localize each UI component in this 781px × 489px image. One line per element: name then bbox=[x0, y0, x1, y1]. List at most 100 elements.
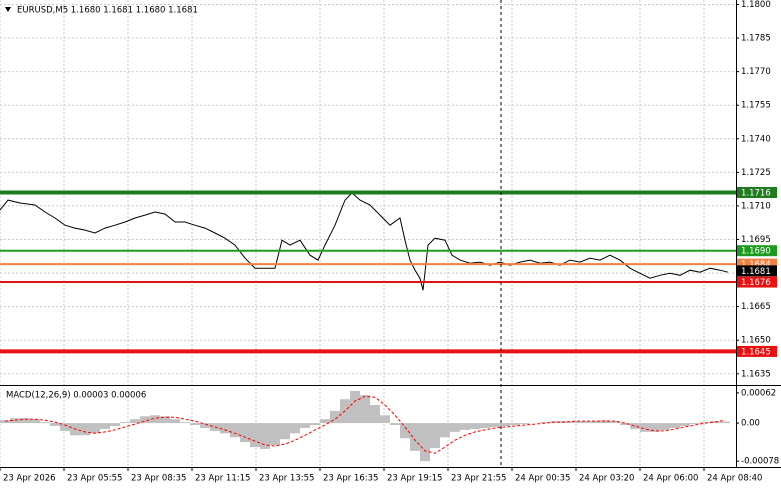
histogram-bar bbox=[20, 418, 30, 424]
histogram-bar bbox=[220, 423, 230, 434]
x-tick-label: 23 Apr 16:35 bbox=[323, 474, 378, 484]
histogram-bar bbox=[720, 421, 730, 424]
histogram-bar bbox=[640, 423, 650, 432]
histogram-bar bbox=[200, 423, 210, 428]
y-tick-label: 1.1695 bbox=[741, 235, 771, 245]
histogram-bar bbox=[480, 423, 490, 428]
histogram-bar bbox=[290, 423, 300, 434]
histogram-bar bbox=[310, 423, 320, 426]
y-tick-label: 1.1665 bbox=[741, 302, 771, 312]
level-badge bbox=[737, 345, 777, 357]
y-tick-label: 1.1785 bbox=[741, 34, 771, 44]
histogram-bar bbox=[0, 420, 10, 424]
histogram-bar bbox=[180, 422, 190, 424]
level-badge bbox=[737, 245, 777, 257]
level-badge bbox=[737, 187, 777, 198]
histogram-bar bbox=[650, 423, 660, 432]
histogram-bar bbox=[460, 423, 470, 430]
histogram-bar bbox=[380, 415, 390, 424]
histogram-bar bbox=[660, 423, 670, 430]
level-badge bbox=[737, 265, 777, 277]
histogram-bar bbox=[150, 415, 160, 424]
level-label: 1.1690 bbox=[741, 247, 771, 257]
histogram-bar bbox=[270, 423, 280, 446]
histogram-bar bbox=[80, 423, 90, 436]
histogram-bar bbox=[120, 422, 130, 424]
y-tick-label: 1.1770 bbox=[741, 67, 771, 77]
histogram-bar bbox=[410, 423, 420, 451]
x-tick-label: 24 Apr 00:35 bbox=[515, 474, 570, 484]
histogram-bar bbox=[400, 423, 410, 439]
histogram-bar bbox=[630, 423, 640, 429]
level-label: 1.1681 bbox=[741, 267, 771, 277]
histogram-bar bbox=[500, 423, 510, 427]
menu-arrow[interactable] bbox=[5, 7, 11, 12]
x-tick-label: 23 Apr 13:55 bbox=[259, 474, 314, 484]
x-tick-label: 23 Apr 11:15 bbox=[195, 474, 250, 484]
histogram-bar bbox=[420, 423, 430, 462]
histogram-bar bbox=[190, 423, 200, 426]
histogram-bar bbox=[250, 423, 260, 447]
histogram-bar bbox=[350, 390, 360, 424]
x-tick-label: 24 Apr 08:40 bbox=[707, 474, 762, 484]
histogram-bar bbox=[490, 423, 500, 427]
histogram-bar bbox=[30, 419, 40, 424]
histogram-bar bbox=[140, 416, 150, 424]
indicator-title: MACD(12,26,9) 0.00003 0.00006 bbox=[6, 391, 146, 401]
histogram-bar bbox=[620, 423, 630, 426]
histogram-bar bbox=[580, 421, 590, 424]
y-tick-label: 1.1725 bbox=[741, 168, 771, 178]
histogram-bar bbox=[370, 405, 380, 424]
histogram-bar bbox=[510, 423, 520, 426]
y-tick-label: 1.1635 bbox=[741, 369, 771, 379]
y-tick-label: 1.1650 bbox=[741, 336, 771, 346]
histogram-bar bbox=[390, 423, 400, 426]
histogram-bar bbox=[260, 423, 270, 449]
histogram-bar bbox=[160, 416, 170, 424]
histogram-bar bbox=[300, 423, 310, 428]
histogram-bar bbox=[670, 423, 680, 428]
x-tick-label: 23 Apr 05:55 bbox=[67, 474, 122, 484]
histogram-bar bbox=[170, 419, 180, 424]
histogram-bar bbox=[320, 419, 330, 424]
x-tick-label: 23 Apr 21:55 bbox=[451, 474, 506, 484]
histogram-bar bbox=[440, 423, 450, 438]
level-label: 1.1716 bbox=[741, 189, 771, 199]
histogram-bar bbox=[680, 423, 690, 427]
histogram-bar bbox=[110, 423, 120, 427]
histogram-bar bbox=[600, 420, 610, 424]
histogram-bar bbox=[100, 423, 110, 429]
histogram-bar bbox=[230, 423, 240, 438]
chart-title: EURUSD,M5 1.1680 1.1681 1.1680 1.1681 bbox=[17, 6, 198, 16]
histogram-bar bbox=[240, 423, 250, 443]
histogram-bar bbox=[10, 418, 20, 424]
histogram-bar bbox=[610, 421, 620, 424]
level-label: 1.1645 bbox=[741, 347, 771, 357]
y-tick-label: 1.1710 bbox=[741, 201, 771, 211]
histogram-bar bbox=[430, 423, 440, 448]
level-badge bbox=[737, 276, 777, 288]
y-tick-label: 0.00062 bbox=[741, 388, 776, 398]
histogram-bar bbox=[690, 423, 700, 425]
histogram-bar bbox=[50, 423, 60, 427]
y-tick-label: 0.00 bbox=[741, 419, 760, 429]
y-tick-label: 1.1755 bbox=[741, 101, 771, 111]
x-tick-label: 24 Apr 06:00 bbox=[643, 474, 698, 484]
histogram-bar bbox=[330, 410, 340, 424]
y-tick-label: 1.1800 bbox=[741, 0, 771, 10]
x-tick-label: 24 Apr 03:20 bbox=[579, 474, 634, 484]
level-label: 1.1676 bbox=[741, 278, 771, 288]
price-line bbox=[0, 192, 729, 291]
histogram-bar bbox=[450, 423, 460, 432]
x-tick-label: 23 Apr 08:35 bbox=[131, 474, 186, 484]
histogram-bar bbox=[40, 422, 50, 424]
histogram-bar bbox=[90, 423, 100, 434]
histogram-bar bbox=[570, 421, 580, 424]
signal-line bbox=[4, 395, 726, 454]
x-tick-label: 23 Apr 2026 bbox=[3, 474, 56, 484]
histogram-bar bbox=[280, 423, 290, 440]
histogram-bar bbox=[470, 423, 480, 429]
